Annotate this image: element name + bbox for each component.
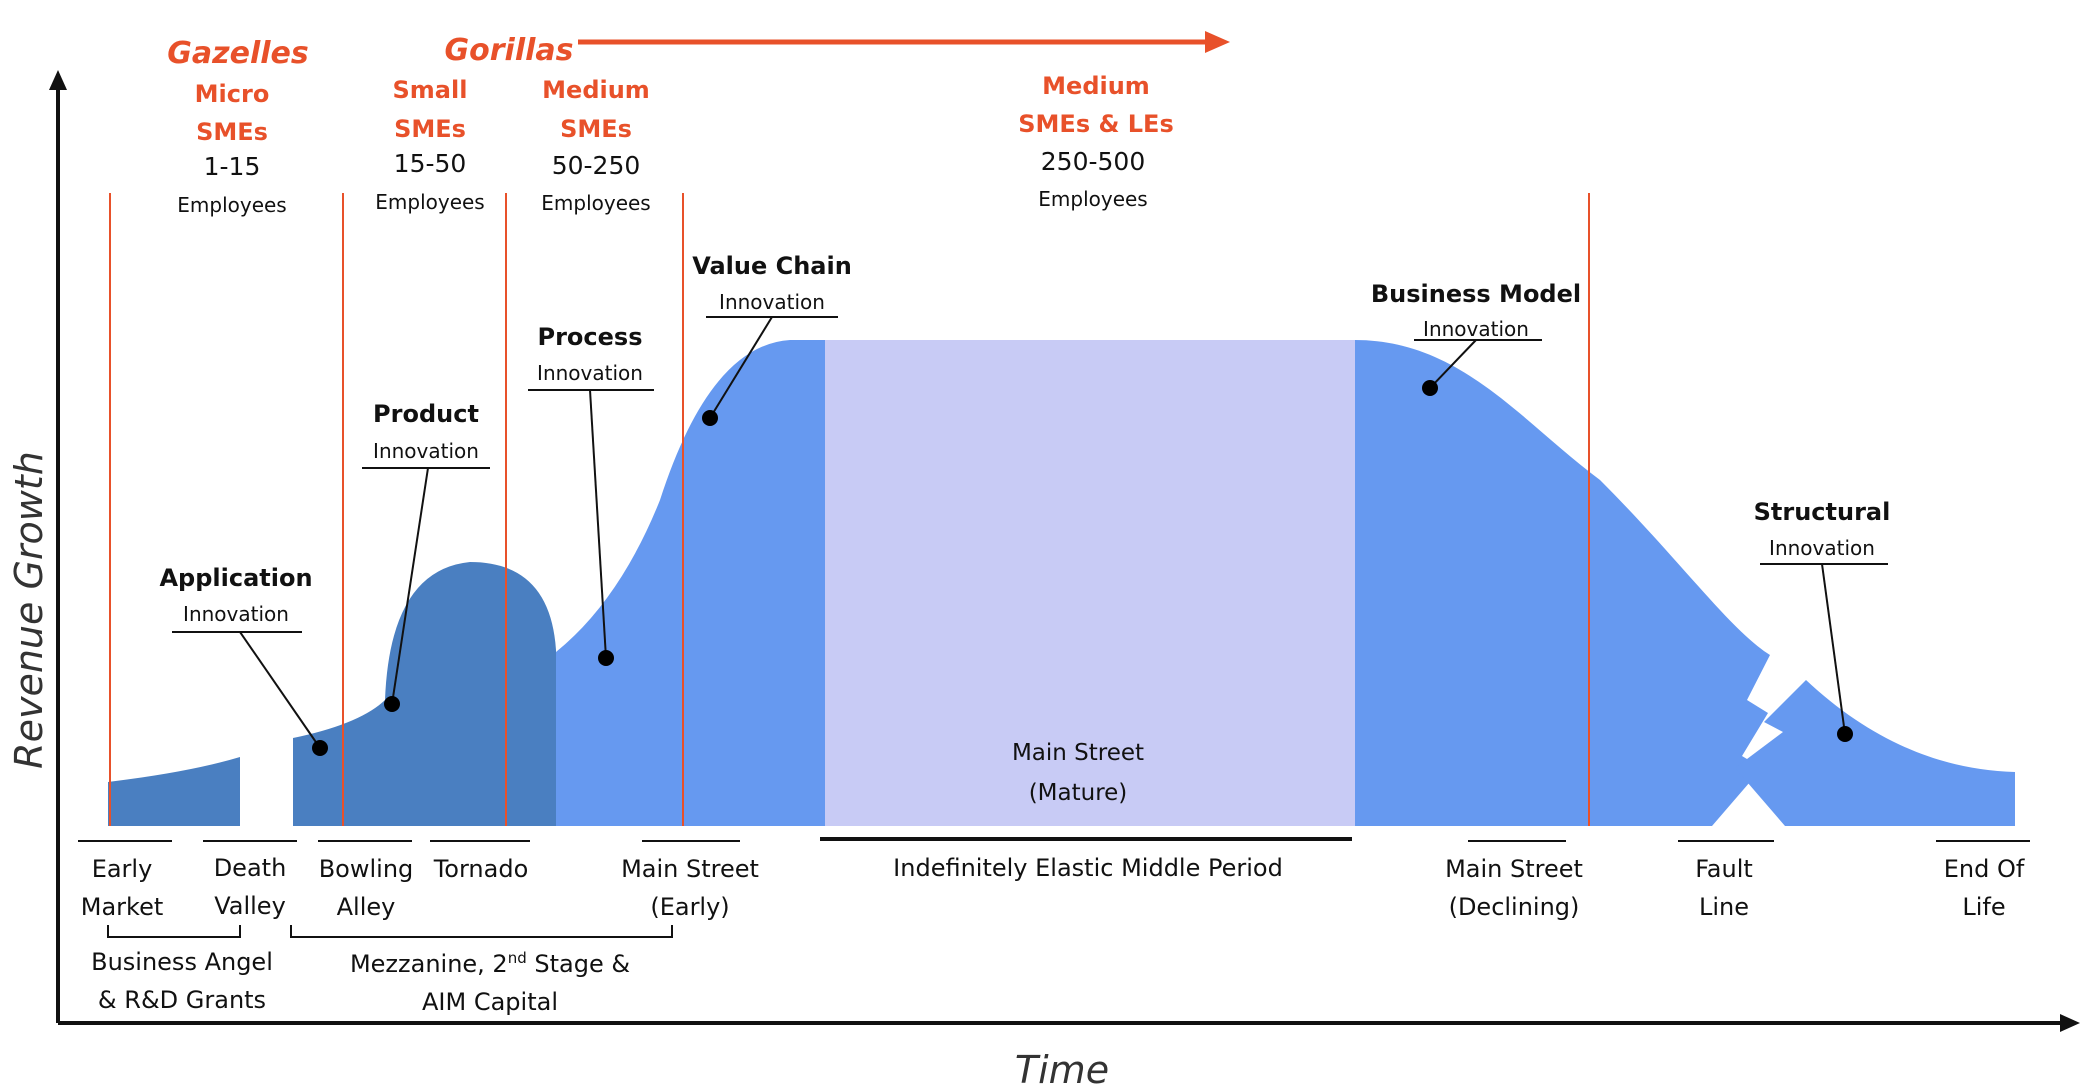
stage-separators xyxy=(109,193,1590,826)
mature-plateau xyxy=(825,340,1355,826)
svg-text:Process: Process xyxy=(538,323,643,351)
svg-text:Innovation: Innovation xyxy=(537,361,643,385)
segment-small: Small SMEs 15-50 Employees xyxy=(375,76,484,214)
y-axis-label: Revenue Growth xyxy=(7,451,51,769)
stage-middle-period: Indefinitely Elastic Middle Period xyxy=(820,837,1352,882)
svg-text:Mezzanine, 2nd Stage &: Mezzanine, 2nd Stage & xyxy=(350,949,630,978)
stage-death-valley: Death Valley xyxy=(203,840,297,920)
svg-text:Indefinitely Elastic Middle Pe: Indefinitely Elastic Middle Period xyxy=(893,854,1283,882)
end-of-life-area xyxy=(1735,680,2015,826)
svg-text:Business Model: Business Model xyxy=(1371,280,1581,308)
svg-text:SMEs: SMEs xyxy=(196,118,268,146)
gorillas-arrow-icon xyxy=(1205,31,1230,53)
svg-text:Employees: Employees xyxy=(541,191,650,215)
segment-medium: Medium SMEs 50-250 Employees xyxy=(541,76,650,215)
growth-area xyxy=(556,340,825,826)
svg-text:(Declining): (Declining) xyxy=(1449,893,1580,921)
svg-text:Main Street: Main Street xyxy=(1445,855,1583,883)
svg-text:Product: Product xyxy=(373,400,479,428)
svg-text:Employees: Employees xyxy=(375,190,484,214)
svg-text:SMEs & LEs: SMEs & LEs xyxy=(1018,110,1173,138)
svg-text:Innovation: Innovation xyxy=(1769,536,1875,560)
svg-text:Medium: Medium xyxy=(542,76,650,104)
svg-text:Employees: Employees xyxy=(1038,187,1147,211)
svg-text:Innovation: Innovation xyxy=(719,290,825,314)
callout-product: Product Innovation xyxy=(362,400,490,712)
svg-text:Tornado: Tornado xyxy=(433,855,529,883)
svg-text:15-50: 15-50 xyxy=(394,149,467,178)
early-market-area xyxy=(108,757,240,826)
stage-early-market: Early Market xyxy=(78,840,172,921)
main-street-mature-label: Main Street (Mature) xyxy=(1012,740,1144,806)
svg-text:Line: Line xyxy=(1699,893,1749,921)
svg-text:Valley: Valley xyxy=(214,892,286,920)
x-axis-label: Time xyxy=(1015,1048,1109,1087)
svg-text:Micro: Micro xyxy=(195,80,270,108)
svg-text:& R&D Grants: & R&D Grants xyxy=(98,986,266,1014)
svg-text:Fault: Fault xyxy=(1695,855,1753,883)
stage-tornado: Tornado xyxy=(430,840,530,883)
svg-text:End Of: End Of xyxy=(1944,855,2025,883)
svg-text:Life: Life xyxy=(1962,893,2005,921)
svg-text:Business Angel: Business Angel xyxy=(91,948,273,976)
gazelles-label: Gazelles xyxy=(167,36,308,71)
callout-structural: Structural Innovation xyxy=(1754,498,1891,742)
svg-text:Employees: Employees xyxy=(177,193,286,217)
svg-text:SMEs: SMEs xyxy=(560,115,632,143)
svg-text:250-500: 250-500 xyxy=(1041,147,1145,176)
callout-application: Application Innovation xyxy=(159,564,328,756)
svg-text:50-250: 50-250 xyxy=(552,151,641,180)
stage-fault-line: Fault Line xyxy=(1678,840,1774,921)
callout-business-model: Business Model Innovation xyxy=(1371,280,1581,396)
svg-text:Main Street: Main Street xyxy=(621,855,759,883)
callout-process: Process Innovation xyxy=(528,323,654,666)
segment-micro: Micro SMEs 1-15 Employees xyxy=(177,80,286,217)
callout-value-chain: Value Chain Innovation xyxy=(692,252,852,426)
gorillas-label: Gorillas xyxy=(445,33,574,68)
svg-text:Innovation: Innovation xyxy=(1423,317,1529,341)
svg-text:Innovation: Innovation xyxy=(183,602,289,626)
stage-end-of-life: End Of Life xyxy=(1936,840,2030,921)
svg-text:Death: Death xyxy=(214,854,287,882)
svg-text:SMEs: SMEs xyxy=(394,115,466,143)
decline-area xyxy=(1355,340,1770,826)
svg-text:Alley: Alley xyxy=(337,893,396,921)
svg-text:AIM Capital: AIM Capital xyxy=(422,988,558,1016)
segment-medium-le: Medium SMEs & LEs 250-500 Employees xyxy=(1018,72,1173,211)
svg-text:Value Chain: Value Chain xyxy=(692,252,852,280)
svg-text:Market: Market xyxy=(81,893,164,921)
svg-text:Structural: Structural xyxy=(1754,498,1891,526)
stage-bowling-alley: Bowling Alley xyxy=(318,840,414,921)
axes xyxy=(49,70,2080,1032)
y-axis-arrow-icon xyxy=(49,70,67,90)
stage-main-street-early: Main Street (Early) xyxy=(621,840,759,921)
svg-text:Early: Early xyxy=(92,855,153,883)
svg-text:1-15: 1-15 xyxy=(204,152,261,181)
funding-mezzanine: Mezzanine, 2nd Stage & AIM Capital xyxy=(290,925,673,1016)
svg-text:Bowling: Bowling xyxy=(319,855,414,883)
svg-text:(Early): (Early) xyxy=(650,893,729,921)
svg-text:(Mature): (Mature) xyxy=(1029,780,1128,806)
funding-angel: Business Angel & R&D Grants xyxy=(91,925,273,1014)
bowling-tornado-area xyxy=(293,562,556,826)
stage-main-street-declining: Main Street (Declining) xyxy=(1445,840,1583,921)
x-axis-arrow-icon xyxy=(2060,1014,2080,1032)
svg-text:Innovation: Innovation xyxy=(373,439,479,463)
svg-text:Main Street: Main Street xyxy=(1012,740,1144,766)
svg-text:Medium: Medium xyxy=(1042,72,1150,100)
svg-text:Small: Small xyxy=(393,76,468,104)
svg-text:Application: Application xyxy=(159,564,312,592)
